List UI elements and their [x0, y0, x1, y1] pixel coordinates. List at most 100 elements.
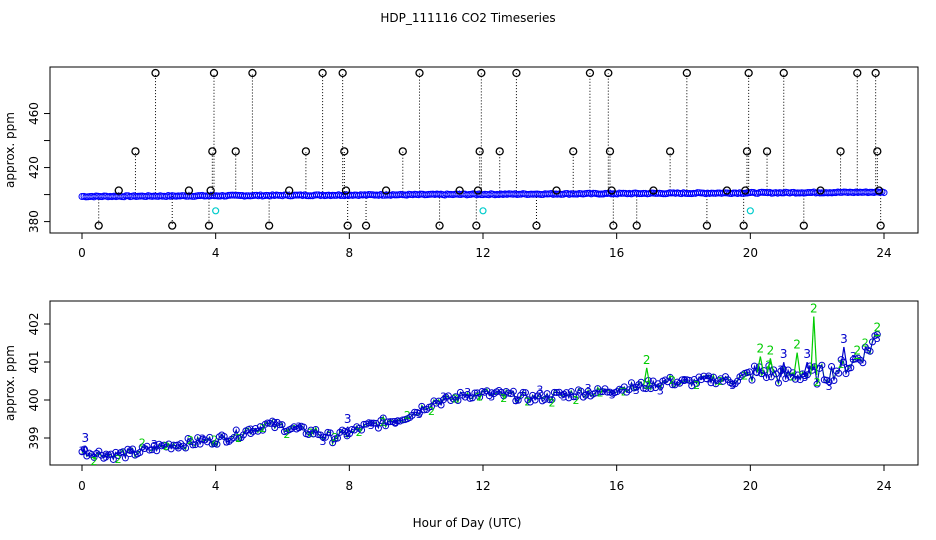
series-3-point — [859, 359, 867, 367]
series-3-glyph: 3 — [512, 394, 519, 407]
series-3-point — [191, 441, 199, 449]
series-3-point — [543, 390, 551, 398]
spike-label: 3 — [82, 431, 90, 445]
outlier-point — [475, 147, 484, 156]
series-2-glyph: 2 — [645, 379, 652, 392]
top-x-tick-label: 4 — [212, 246, 220, 260]
series-3-glyph: 3 — [127, 447, 134, 460]
outlier-point — [604, 68, 613, 78]
series-3-point — [868, 338, 876, 346]
outlier-point — [94, 221, 103, 230]
series-3-glyph: 3 — [705, 373, 712, 386]
spike-line — [84, 445, 89, 452]
series-3-point — [753, 369, 761, 377]
baseline-point — [880, 189, 888, 197]
spike-label: 3 — [344, 412, 352, 426]
top-y-tick-label: 460 — [27, 102, 41, 125]
series-3-point — [167, 445, 175, 453]
outlier-point — [131, 147, 140, 156]
series-3-point — [92, 449, 100, 457]
series-3-point — [333, 434, 341, 442]
outlier-point — [248, 68, 257, 78]
outlier-point — [208, 147, 217, 156]
series-3-point — [220, 432, 228, 440]
series-3-point — [386, 418, 394, 426]
series-2-glyph: 2 — [428, 405, 435, 418]
series-3-point — [319, 433, 327, 441]
series-2-glyph: 2 — [524, 395, 531, 408]
spike-line — [783, 362, 788, 378]
spike-line — [643, 367, 648, 386]
series-3-point — [521, 389, 529, 397]
series-2-glyph: 2 — [91, 455, 98, 468]
series-3-point — [642, 385, 650, 393]
spike-label: 2 — [853, 343, 861, 357]
series-2-glyph: 2 — [187, 434, 194, 447]
spike-line — [843, 346, 848, 368]
series-3-glyph: 3 — [585, 382, 592, 395]
series-3-point — [213, 440, 221, 448]
series-3-point — [182, 444, 190, 452]
outlier-point — [607, 186, 616, 195]
series-3-glyph: 3 — [151, 438, 158, 451]
series-3-point — [232, 426, 240, 434]
series-3-glyph: 3 — [320, 435, 327, 448]
spike-line — [803, 362, 808, 375]
series-2-glyph: 2 — [283, 428, 290, 441]
top-x-tick-label: 24 — [876, 246, 891, 260]
outlier-point — [682, 68, 691, 78]
outlier-point — [873, 147, 882, 156]
spike-label: 2 — [873, 321, 881, 335]
outlier-point — [605, 147, 615, 156]
outlier-point — [264, 221, 274, 230]
series-3-glyph: 3 — [488, 390, 495, 403]
series-3-point — [509, 387, 517, 395]
series-3-point — [435, 397, 443, 405]
series-3-point — [415, 409, 423, 417]
series-3-point — [384, 418, 392, 426]
spike-label: 2 — [643, 353, 651, 367]
spike-line — [840, 346, 845, 368]
outlier-point — [381, 186, 391, 195]
outlier-point — [742, 147, 752, 156]
outlier-point — [532, 221, 541, 230]
series-3-point — [705, 372, 713, 380]
series-3-point — [329, 439, 337, 447]
series-2-glyph: 2 — [693, 379, 700, 392]
spike-label: 2 — [810, 302, 818, 316]
series-3-glyph: 3 — [223, 436, 230, 449]
bottom-x-tick-label: 4 — [212, 479, 220, 493]
series-3-point — [832, 367, 840, 375]
series-3-point — [613, 388, 621, 396]
spike-line — [813, 316, 818, 375]
outlier-point — [151, 68, 160, 78]
series-2-glyph: 2 — [476, 390, 483, 403]
x-axis-label: Hour of Day (UTC) — [413, 516, 522, 530]
series-2-glyph: 2 — [669, 374, 676, 387]
series-3-glyph: 3 — [874, 332, 881, 345]
outlier-point — [301, 147, 311, 156]
outlier-point — [477, 68, 486, 78]
spike-label: 3 — [840, 332, 848, 346]
series-3-point — [129, 445, 137, 453]
series-2-glyph: 2 — [211, 433, 218, 446]
series-3-point — [358, 426, 366, 434]
outlier-point — [114, 186, 123, 195]
outlier-point — [343, 221, 352, 230]
top-x-tick-label: 0 — [78, 246, 86, 260]
series-3-glyph: 3 — [536, 383, 543, 396]
series-3-glyph: 3 — [657, 385, 664, 398]
outlier-point — [512, 68, 521, 78]
series-3-point — [762, 374, 770, 382]
spike-line — [806, 362, 811, 375]
top-x-tick-label: 16 — [609, 246, 624, 260]
series-3-point — [399, 416, 407, 424]
series-3-point — [536, 389, 544, 397]
spike-label: 2 — [767, 343, 775, 357]
series-3-point — [577, 387, 585, 395]
spike-line — [796, 352, 801, 375]
series-3-point — [290, 423, 298, 431]
series-3-point — [596, 388, 604, 396]
